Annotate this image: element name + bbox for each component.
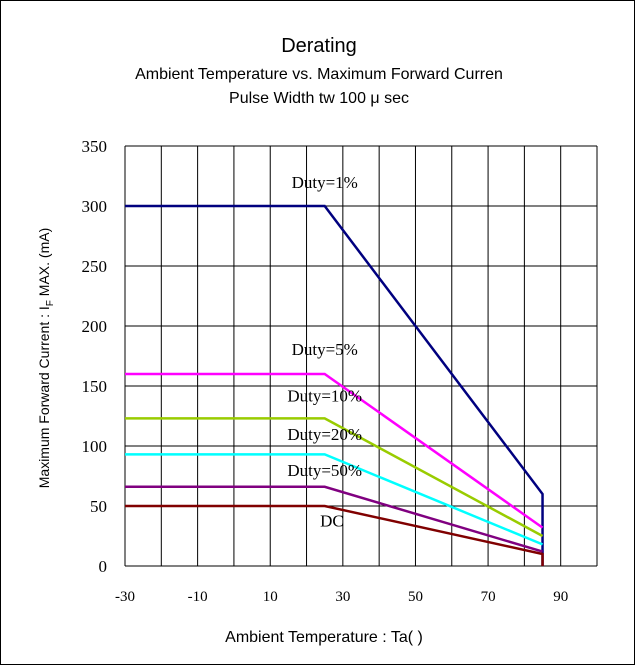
series-label: Duty=1% <box>292 173 358 192</box>
y-tick-label: 250 <box>82 257 108 276</box>
chart-subtitle-1: Ambient Temperature vs. Maximum Forward … <box>135 66 503 83</box>
y-tick-label: 350 <box>82 137 108 156</box>
y-tick-label: 300 <box>82 197 108 216</box>
series-label: Duty=50% <box>287 461 362 480</box>
y-axis-label-tail: MAX. (mA) <box>36 228 52 300</box>
y-tick-labels: 0 50 100 150 200 250 300 350 <box>82 137 108 576</box>
series-layer <box>125 204 544 566</box>
series-label: Duty=20% <box>287 425 362 444</box>
x-tick-label: -30 <box>115 589 135 605</box>
x-tick-label: 90 <box>553 589 568 605</box>
series-line <box>125 453 544 546</box>
series-label: Duty=5% <box>292 340 358 359</box>
series-line <box>125 372 544 529</box>
series-line <box>125 504 544 566</box>
series-line <box>125 485 543 553</box>
y-tick-label: 100 <box>82 437 108 456</box>
y-tick-label: 150 <box>82 377 108 396</box>
y-axis-label-subscript: F <box>45 300 56 306</box>
grid-lines <box>124 145 598 567</box>
x-tick-label: 10 <box>263 589 278 605</box>
y-axis-label: Maximum Forward Current : IF MAX. (mA) <box>36 228 56 489</box>
x-tick-label: 30 <box>335 589 350 605</box>
series-label-layer: Duty=1% Duty=5% Duty=10% Duty=20% Duty=50% DC <box>287 173 362 530</box>
series-line <box>125 417 544 538</box>
chart-title: Derating <box>281 35 357 57</box>
x-axis-label: Ambient Temperature : Ta( ) <box>225 629 423 646</box>
series-line <box>125 204 544 566</box>
y-tick-label: 200 <box>82 317 108 336</box>
y-axis-label-main: Maximum Forward Current : I <box>36 306 52 488</box>
x-tick-label: -10 <box>188 589 208 605</box>
y-tick-label: 0 <box>99 557 108 576</box>
y-tick-label: 50 <box>90 497 107 516</box>
series-label: Duty=10% <box>287 387 362 406</box>
x-tick-label: 50 <box>408 589 423 605</box>
x-tick-label: 70 <box>481 589 496 605</box>
chart-subtitle-2: Pulse Width tw 100 μ sec <box>229 90 409 107</box>
x-tick-labels: -30 -10 10 30 50 70 90 <box>115 589 568 605</box>
series-label: DC <box>320 511 344 530</box>
